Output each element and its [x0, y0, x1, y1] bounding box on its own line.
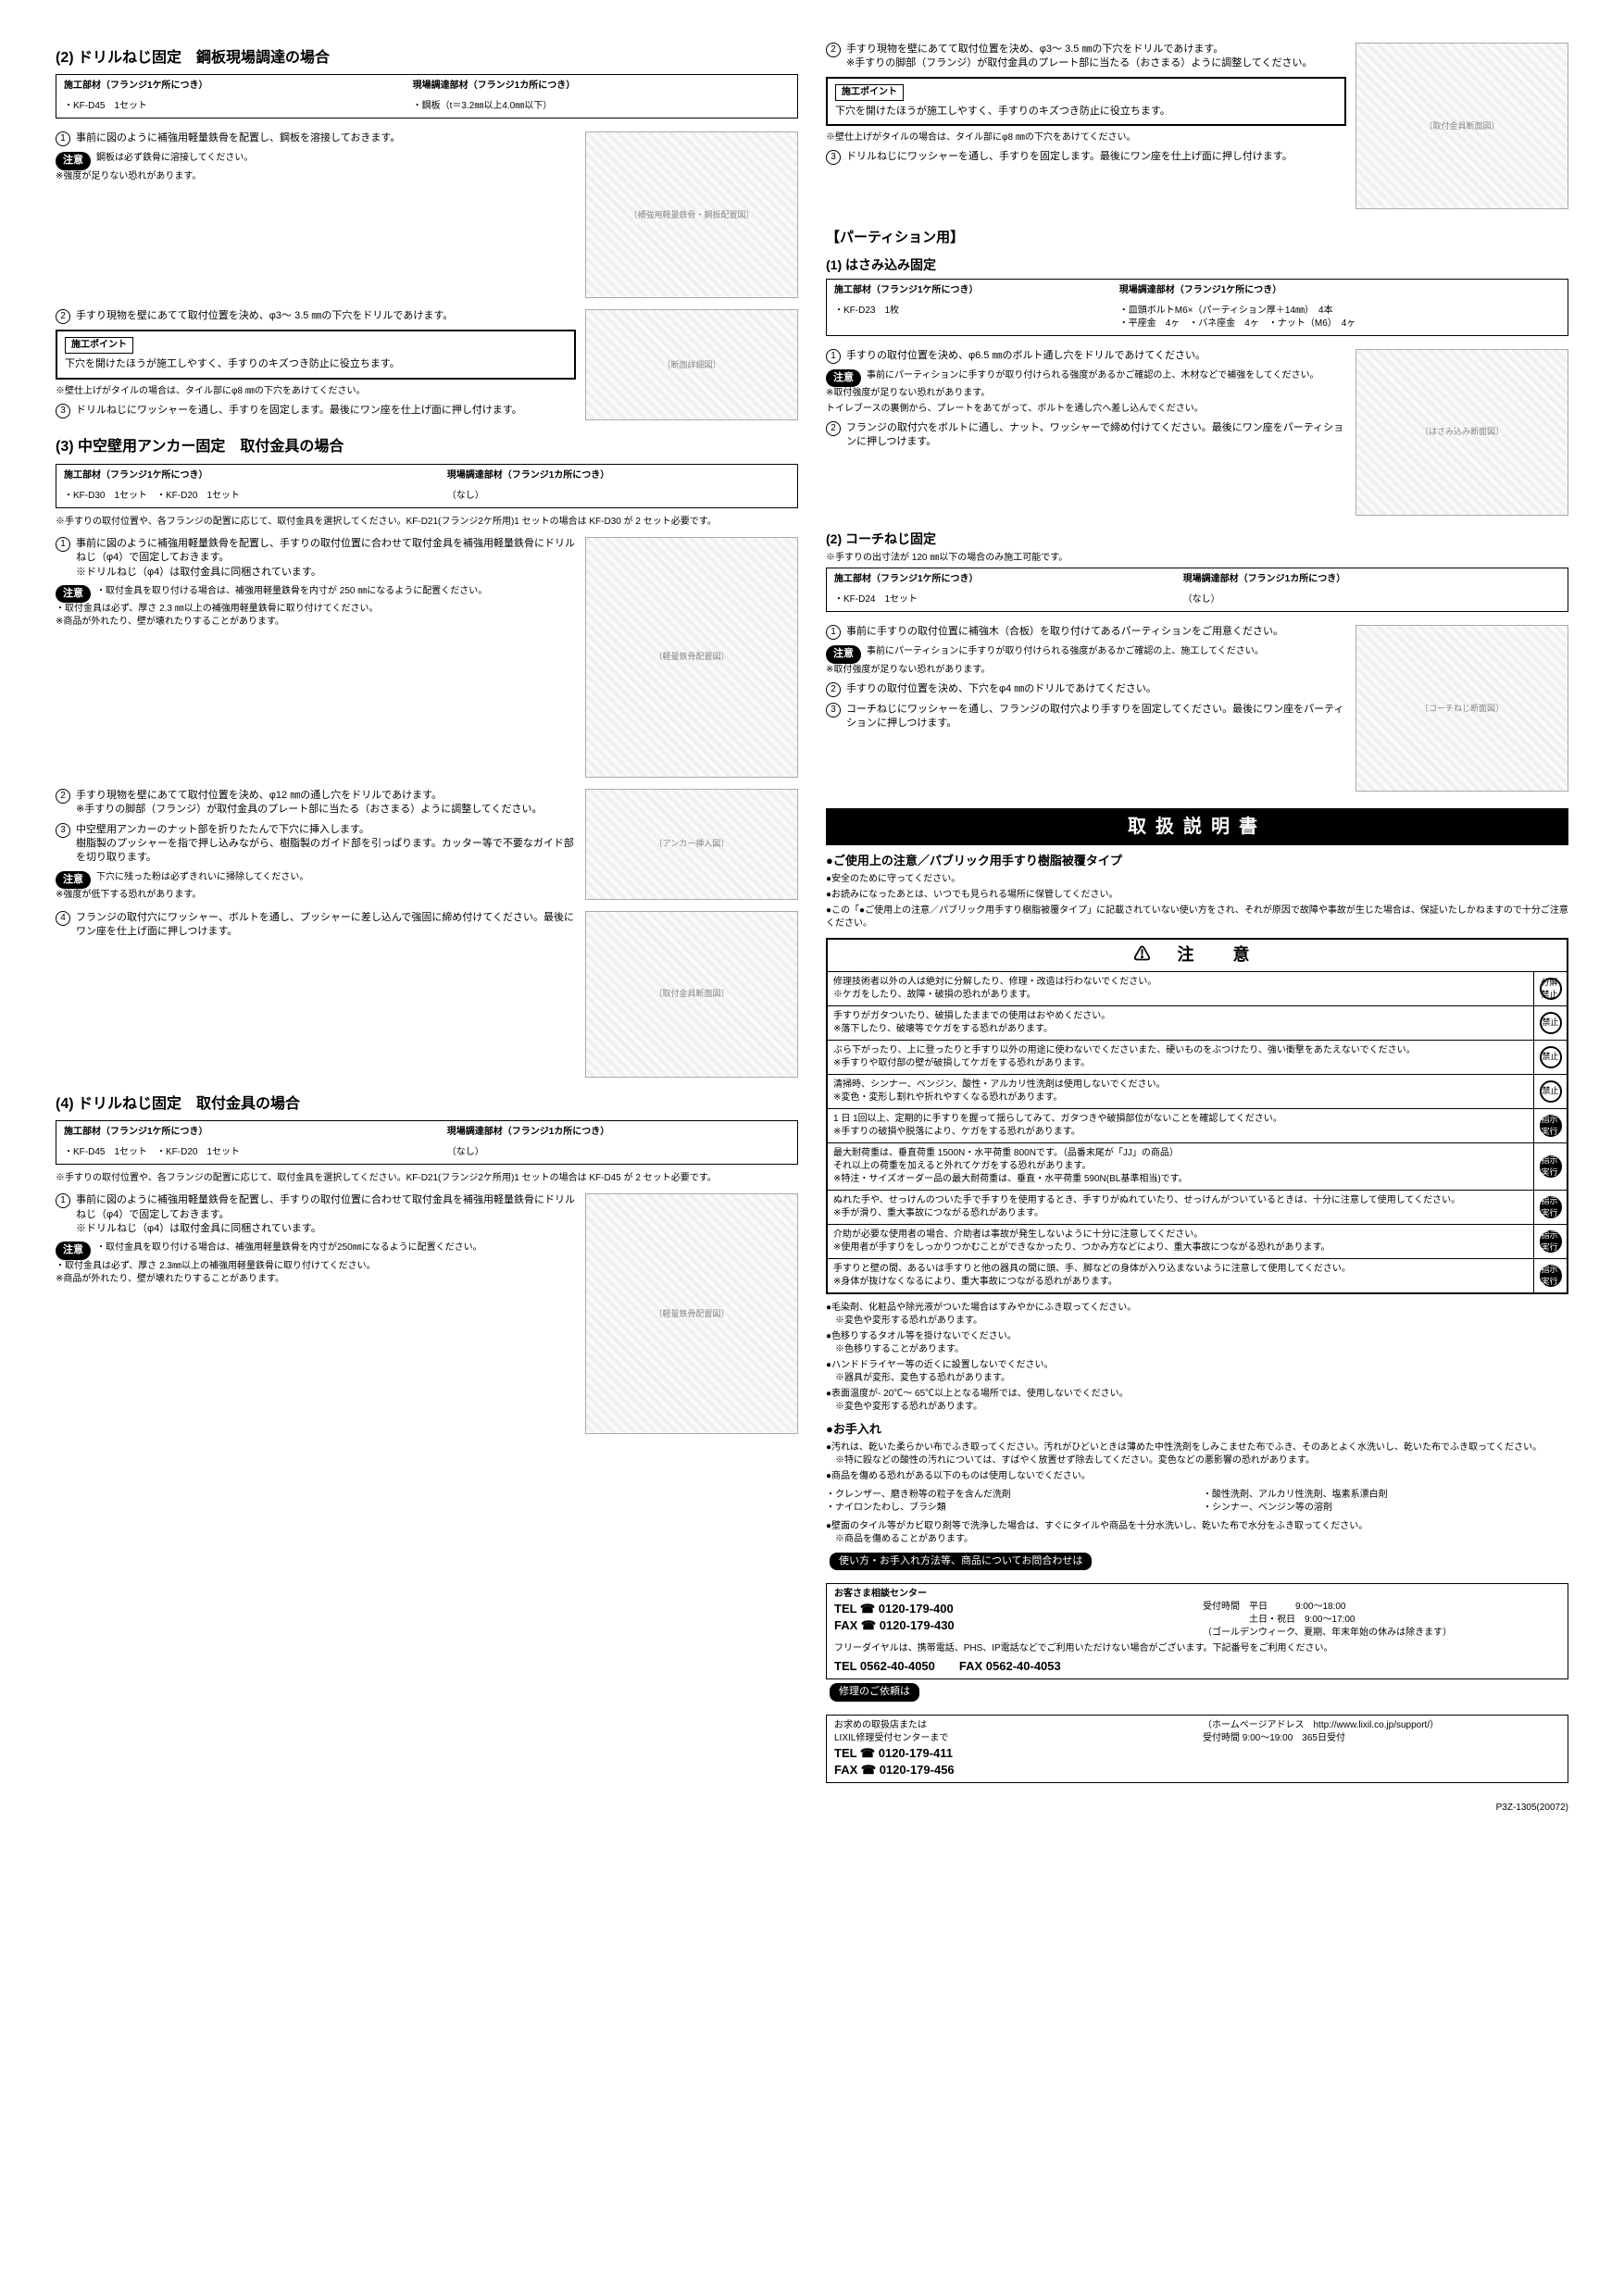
- caution-badge: 注意: [56, 152, 91, 169]
- p2-parts-table: 施工部材（フランジ1ケ所につき） 現場調達部材（フランジ1カ所につき） ・KF-…: [826, 568, 1568, 612]
- sec3-diagram1: 〔軽量鉄骨配置図〕: [585, 537, 798, 778]
- sec4-parts-table: 施工部材（フランジ1ケ所につき） 現場調達部材（フランジ1カ所につき） ・KF-…: [56, 1120, 798, 1165]
- left-column: (2) ドリルねじ固定 鋼板現場調達の場合 施工部材（フランジ1ケ所につき） 現…: [56, 37, 798, 1783]
- sec2-diagram2: 〔断面詳細図〕: [585, 309, 798, 420]
- p1-diagram: 〔はさみ込み断面図〕: [1355, 349, 1568, 516]
- usage-intro: ●安全のために守ってください。 ●お読みになったあとは、いつでも見られる場所に保…: [826, 873, 1568, 930]
- sec3-caution3: 注意下穴に残った粉は必ずきれいに掃除してください。 ※強度が低下する恐れがありま…: [56, 871, 576, 902]
- sec2-parts-table: 施工部材（フランジ1ケ所につき） 現場調達部材（フランジ1カ所につき） ・KF-…: [56, 74, 798, 119]
- instruct-icon: 指示実行: [1533, 1143, 1567, 1190]
- sec2-caution1: 注意鋼板は必ず鉄骨に溶接してください。 ※強度が足りない恐れがあります。: [56, 152, 576, 182]
- instruct-icon: 指示実行: [1533, 1109, 1567, 1142]
- p2-caution1: 注意事前にパーティションに手すりが取り付けられる強度があるかご確認の上、施工して…: [826, 645, 1346, 676]
- tel-3: TEL ☎ 0120-179-411: [834, 1745, 1192, 1762]
- manual-bar: 取扱説明書: [826, 808, 1568, 845]
- cont-step2: 2手すり現物を壁にあてて取付位置を決め、φ3～ 3.5 ㎜の下穴をドリルであけま…: [826, 43, 1346, 71]
- sec4-diagram: 〔軽量鉄骨配置図〕: [585, 1193, 798, 1434]
- sec2-parts-c2: ・鋼板（t＝3.2㎜以上4.0㎜以下）: [407, 97, 795, 116]
- sec4-caution1: 注意・取付金具を取り付ける場合は、補強用軽量鉄骨を内寸が250㎜になるように配置…: [56, 1242, 576, 1285]
- sec2-step3: 3ドリルねじにワッシャーを通し、手すりを固定します。最後にワン座を仕上げ面に押し…: [56, 404, 576, 418]
- p2-title: (2) コーチねじ固定: [826, 530, 1568, 549]
- sec3-diagram2: 〔アンカー挿入図〕: [585, 789, 798, 900]
- instruct-icon: 指示実行: [1533, 1259, 1567, 1292]
- page-root: (2) ドリルねじ固定 鋼板現場調達の場合 施工部材（フランジ1ケ所につき） 現…: [56, 37, 1568, 1783]
- warn-row: 1 日 1回以上、定期的に手すりを握って揺らしてみて、ガタつきや破損部位がないこ…: [828, 1109, 1567, 1143]
- warn-row: 清掃時、シンナー、ベンジン、酸性・アルカリ性洗剤は使用しないでください。 ※変色…: [828, 1075, 1567, 1109]
- prohibit-icon: 分解禁止: [1533, 972, 1567, 1005]
- p1-parts-table: 施工部材（フランジ1ケ所につき） 現場調達部材（フランジ1ケ所につき） ・KF-…: [826, 279, 1568, 336]
- contact-head2: 修理のご依頼は: [830, 1683, 919, 1701]
- warning-box: ⚠ 注 意 修理技術者以外の人は絶対に分解したり、修理・改造は行わないでください…: [826, 938, 1568, 1293]
- sec3-parts-table: 施工部材（フランジ1ケ所につき） 現場調達部材（フランジ1カ所につき） ・KF-…: [56, 464, 798, 508]
- sec2-pointbox: 施工ポイント 下穴を開けたほうが施工しやすく、手すりのキズつき防止に役立ちます。: [56, 330, 576, 379]
- sec3-diagram3: 〔取付金具断面図〕: [585, 911, 798, 1078]
- contact-head1: 使い方・お手入れ方法等、商品についてお問合わせは: [830, 1553, 1092, 1570]
- sec3-step1: 1事前に図のように補強用軽量鉄骨を配置し、手すりの取付位置に合わせて取付金具を補…: [56, 537, 576, 580]
- prohibit-icon: 禁止: [1533, 1041, 1567, 1074]
- sec2-diagram1: 〔補強用軽量鉄骨・鋼板配置図〕: [585, 131, 798, 298]
- instruct-icon: 指示実行: [1533, 1191, 1567, 1224]
- usage-bullets: ●毛染剤、化粧品や除光液がついた場合はすみやかにふき取ってください。 ※変色や変…: [826, 1302, 1568, 1414]
- fax-3: FAX ☎ 0120-179-456: [834, 1762, 1192, 1778]
- p2-subtitle: ※手すりの出寸法が 120 ㎜以下の場合のみ施工可能です。: [826, 552, 1568, 565]
- sec2-parts-c1h: 施工部材（フランジ1ケ所につき）: [58, 77, 406, 95]
- sec2-step2: 2手すり現物を壁にあてて取付位置を決め、φ3～ 3.5 ㎜の下穴をドリルであけま…: [56, 309, 576, 324]
- instruct-icon: 指示実行: [1533, 1225, 1567, 1258]
- warn-row: ぶら下がったり、上に登ったりと手すり以外の用途に使わないでくださいまた、硬いもの…: [828, 1041, 1567, 1075]
- partition-title: 【パーティション用】: [826, 228, 1568, 247]
- footer-code: P3Z-1305(20072): [56, 1802, 1568, 1815]
- warn-row: 手すりと壁の間、あるいは手すりと他の器具の間に頭、手、脚などの身体が入り込まない…: [828, 1259, 1567, 1292]
- cont-pointbox: 施工ポイント 下穴を開けたほうが施工しやすく、手すりのキズつき防止に役立ちます。: [826, 77, 1346, 126]
- warn-header: ⚠ 注 意: [828, 940, 1567, 971]
- sec2-title: (2) ドリルねじ固定 鋼板現場調達の場合: [56, 48, 798, 69]
- warn-row: ぬれた手や、せっけんのついた手で手すりを使用するとき、手すりがぬれていたり、せっ…: [828, 1191, 1567, 1225]
- p2-step3: 3コーチねじにワッシャーを通し、フランジの取付穴より手すりを固定してください。最…: [826, 703, 1346, 731]
- sec3-parts-note: ※手すりの取付位置や、各フランジの配置に応じて、取付金具を選択してください。KF…: [56, 516, 798, 529]
- p1-step1: 1手すりの取付位置を決め、φ6.5 ㎜のボルト通し穴をドリルであけてください。: [826, 349, 1346, 364]
- sec3-step3: 3中空壁用アンカーのナット部を折りたたんで下穴に挿入します。 樹脂製のプッシャー…: [56, 823, 576, 866]
- prohibit-icon: 禁止: [1533, 1006, 1567, 1040]
- p1-caution1: 注意事前にパーティションに手すりが取り付けられる強度があるかご確認の上、木材など…: [826, 369, 1346, 400]
- usage-title: ●ご使用上の注意／パブリック用手すり樹脂被覆タイプ: [826, 853, 1568, 869]
- p2-diagram: 〔コーチねじ断面図〕: [1355, 625, 1568, 792]
- warn-row: 最大耐荷重は、垂直荷重 1500N・水平荷重 800Nです。（品番末尾が「JJ」…: [828, 1143, 1567, 1191]
- p1-step2: 2フランジの取付穴をボルトに通し、ナット、ワッシャーで締め付けてください。最後に…: [826, 421, 1346, 450]
- sec2-parts-c2h: 現場調達部材（フランジ1カ所につき）: [407, 77, 795, 95]
- care-items: ●汚れは、乾いた柔らかい布でふき取ってください。汚れがひどいときは薄めた中性洗剤…: [826, 1441, 1568, 1546]
- sec2-note2: ※壁仕上げがタイルの場合は、タイル部にφ8 ㎜の下穴をあけてください。: [56, 385, 576, 398]
- sec3-title: (3) 中空壁用アンカー固定 取付金具の場合: [56, 437, 798, 457]
- sec4-parts-note: ※手すりの取付位置や、各フランジの配置に応じて、取付金具を選択してください。KF…: [56, 1172, 798, 1185]
- right-column: 2手すり現物を壁にあてて取付位置を決め、φ3～ 3.5 ㎜の下穴をドリルであけま…: [826, 37, 1568, 1783]
- sec4-step1: 1事前に図のように補強用軽量鉄骨を配置し、手すりの取付位置に合わせて取付金具を補…: [56, 1193, 576, 1236]
- tel-2: TEL 0562-40-4050 FAX 0562-40-4053: [834, 1658, 1560, 1675]
- warn-row: 手すりがガタついたり、破損したままでの使用はおやめください。 ※落下したり、破壊…: [828, 1006, 1567, 1041]
- cont-diagram: 〔取付金具断面図〕: [1355, 43, 1568, 209]
- point-badge: 施工ポイント: [65, 337, 133, 354]
- p1-title: (1) はさみ込み固定: [826, 256, 1568, 275]
- contact-box: 使い方・お手入れ方法等、商品についてお問合わせは お客さま相談センター TEL …: [826, 1549, 1568, 1783]
- prohibit-icon: 禁止: [1533, 1075, 1567, 1108]
- p2-step2: 2手すりの取付位置を決め、下穴をφ4 ㎜のドリルであけてください。: [826, 682, 1346, 697]
- sec3-step4: 4フランジの取付穴にワッシャー、ボルトを通し、プッシャーに差し込んで強固に締め付…: [56, 911, 576, 940]
- sec3-step2: 2手すり現物を壁にあてて取付位置を決め、φ12 ㎜の通し穴をドリルであけます。 …: [56, 789, 576, 817]
- care-title: ●お手入れ: [826, 1421, 1568, 1438]
- warn-row: 介助が必要な使用者の場合、介助者は事故が発生しないように十分に注意してください。…: [828, 1225, 1567, 1259]
- tel-1: TEL ☎ 0120-179-400: [834, 1601, 1192, 1617]
- cont-step3: 3ドリルねじにワッシャーを通し、手すりを固定します。最後にワン座を仕上げ面に押し…: [826, 150, 1346, 165]
- sec4-title: (4) ドリルねじ固定 取付金具の場合: [56, 1094, 798, 1115]
- fax-1: FAX ☎ 0120-179-430: [834, 1617, 1192, 1634]
- p2-step1: 1事前に手すりの取付位置に補強木（合板）を取り付けてあるパーティションをご用意く…: [826, 625, 1346, 640]
- sec3-caution1: 注意・取付金具を取り付ける場合は、補強用軽量鉄骨を内寸が 250 ㎜になるように…: [56, 585, 576, 629]
- sec2-step1: 1事前に図のように補強用軽量鉄骨を配置し、鋼板を溶接しておきます。: [56, 131, 576, 146]
- sec2-parts-c1: ・KF-D45 1セット: [58, 97, 406, 116]
